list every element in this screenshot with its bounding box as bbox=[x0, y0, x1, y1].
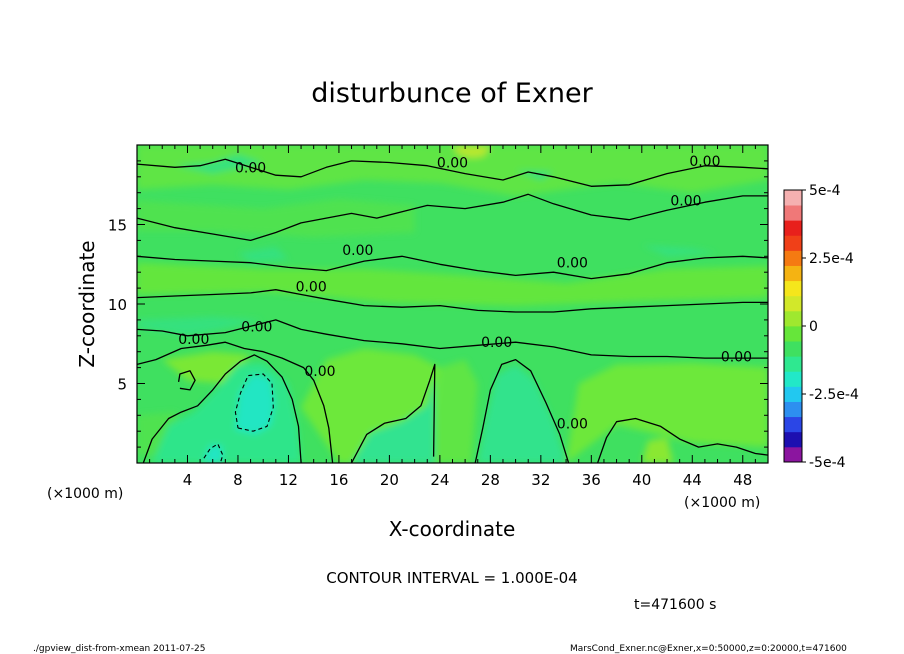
colorbar-tick-label: 2.5e-4 bbox=[809, 251, 854, 267]
contour-zero bbox=[350, 363, 436, 463]
field-patch bbox=[137, 199, 415, 238]
plot-area: 0.00 0.00 0.00 0.00 0.00 0.00 0.00 0.00 0.00 0.00… bbox=[108, 144, 769, 489]
contour-zero bbox=[137, 193, 768, 242]
colorbar-segment bbox=[784, 326, 802, 342]
colorbar-segment bbox=[784, 310, 802, 327]
field-patch bbox=[235, 373, 275, 435]
x-unit-right: (×1000 m) bbox=[684, 495, 760, 511]
colorbar-tick-label: -5e-4 bbox=[809, 455, 846, 471]
colorbar: 5e-4 2.5e-4 0 -2.5e-4 -5e-4 bbox=[783, 183, 859, 471]
chart-title: disturbunce of Exner bbox=[311, 78, 593, 109]
contour-label: 0.00 bbox=[296, 280, 327, 296]
field-patch bbox=[641, 245, 718, 257]
contour-label: 0.00 bbox=[437, 155, 468, 171]
x-unit-left: (×1000 m) bbox=[47, 486, 123, 502]
contour-zero bbox=[137, 158, 768, 187]
colorbar-tick-label: -2.5e-4 bbox=[809, 387, 859, 403]
colorbar-segment bbox=[784, 220, 802, 236]
contour-label: 0.00 bbox=[721, 349, 752, 365]
contour-label: 0.00 bbox=[670, 194, 701, 210]
x-tick-label: 40 bbox=[632, 471, 651, 489]
contour-zero bbox=[137, 341, 334, 463]
colorbar-segment bbox=[784, 235, 802, 251]
colorbar-segment bbox=[784, 416, 802, 433]
field-patch bbox=[237, 246, 289, 263]
x-tick-label: 20 bbox=[380, 471, 399, 489]
colorbar-tick-label: 0 bbox=[809, 319, 818, 335]
field-patch bbox=[433, 359, 478, 463]
x-tick-label: 16 bbox=[329, 471, 348, 489]
field-patch bbox=[174, 154, 264, 174]
time-annotation: t=471600 s bbox=[634, 597, 716, 613]
x-tick-label: 4 bbox=[183, 471, 193, 489]
footer-left: ./gpview_dist-from-xmean 2011-07-25 bbox=[33, 644, 205, 654]
contour-label: 0.00 bbox=[342, 243, 373, 259]
field-patch bbox=[452, 145, 491, 158]
contour-labels: 0.00 0.00 0.00 0.00 0.00 0.00 0.00 0.00 0.00 0.00… bbox=[178, 154, 752, 432]
field-patch bbox=[137, 316, 264, 336]
contour-negative bbox=[203, 443, 224, 463]
color-field bbox=[137, 145, 768, 463]
y-tick-label: 10 bbox=[108, 296, 127, 314]
x-tick-label: 36 bbox=[582, 471, 601, 489]
field-patch bbox=[477, 364, 567, 463]
contour-interval: CONTOUR INTERVAL = 1.000E-04 bbox=[326, 569, 577, 587]
contour-zero bbox=[596, 417, 768, 463]
contour-zero bbox=[137, 255, 768, 280]
contour-zero bbox=[142, 354, 302, 463]
contour-negative bbox=[234, 373, 274, 432]
y-axis-ticks: 5 10 15 bbox=[108, 160, 768, 448]
colorbar-segment bbox=[784, 250, 802, 266]
colorbar-segment bbox=[784, 265, 802, 282]
field-patch bbox=[137, 262, 768, 306]
contour-label: 0.00 bbox=[241, 319, 272, 335]
colorbar-segment bbox=[784, 295, 802, 312]
contour-label: 0.00 bbox=[481, 335, 512, 351]
x-tick-label: 32 bbox=[531, 471, 550, 489]
contour-label: 0.00 bbox=[235, 160, 266, 176]
colorbar-segment bbox=[784, 446, 802, 463]
contour-zero bbox=[177, 370, 196, 391]
colorbar-segment bbox=[784, 386, 802, 402]
colorbar-segment bbox=[784, 341, 802, 357]
colorbar-segment bbox=[784, 280, 802, 297]
contour-zero bbox=[137, 319, 768, 359]
field-patch bbox=[202, 445, 223, 463]
colorbar-ticks: 5e-4 2.5e-4 0 -2.5e-4 -5e-4 bbox=[802, 183, 859, 471]
y-axis-label: Z-coordinate bbox=[75, 240, 99, 367]
colorbar-segment bbox=[784, 190, 802, 206]
field-patch bbox=[641, 437, 674, 463]
x-tick-label: 44 bbox=[683, 471, 702, 489]
colorbar-segments bbox=[784, 190, 802, 463]
contour-zero bbox=[474, 358, 570, 463]
colorbar-segment bbox=[784, 431, 802, 448]
x-tick-label: 28 bbox=[481, 471, 500, 489]
contour-label: 0.00 bbox=[557, 256, 588, 272]
field-patch bbox=[351, 375, 435, 463]
field-patch bbox=[162, 351, 251, 384]
colorbar-segment bbox=[784, 371, 802, 387]
contour-lines bbox=[137, 158, 768, 463]
x-tick-label: 24 bbox=[430, 471, 449, 489]
x-tick-label: 12 bbox=[279, 471, 298, 489]
colorbar-segment bbox=[784, 205, 802, 221]
contour-label: 0.00 bbox=[304, 364, 335, 380]
colorbar-segment bbox=[784, 356, 802, 372]
footer-right: MarsCond_Exner.nc@Exner,x=0:50000,z=0:20… bbox=[570, 644, 847, 654]
x-axis-label: X-coordinate bbox=[389, 517, 516, 541]
colorbar-tick-label: 5e-4 bbox=[809, 183, 841, 199]
contour-label: 0.00 bbox=[178, 332, 209, 348]
contour-label: 0.00 bbox=[689, 154, 720, 170]
y-tick-label: 15 bbox=[108, 217, 127, 235]
contour-label: 0.00 bbox=[557, 416, 588, 432]
field-patch bbox=[566, 362, 768, 463]
x-tick-label: 8 bbox=[233, 471, 243, 489]
x-axis-ticks: 4 8 12 16 20 24 28 32 36 40 44 48 bbox=[149, 145, 756, 489]
x-tick-label: 48 bbox=[733, 471, 752, 489]
colorbar-segment bbox=[784, 401, 802, 418]
contour-zero bbox=[137, 289, 768, 313]
y-tick-label: 5 bbox=[117, 376, 127, 394]
